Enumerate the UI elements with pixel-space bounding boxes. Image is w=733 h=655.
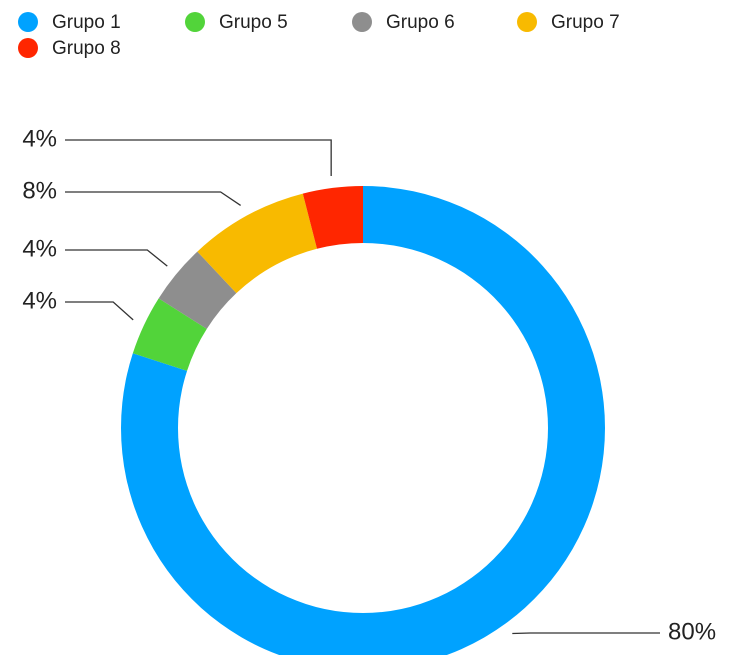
legend-label: Grupo 5: [219, 12, 288, 33]
donut-slice: [158, 251, 237, 329]
leader-line: [65, 191, 241, 206]
leader-line: [65, 139, 332, 177]
donut-slice: [132, 298, 207, 371]
legend-label: Grupo 7: [551, 12, 620, 33]
legend-label: Grupo 8: [52, 38, 121, 59]
legend-swatch: [185, 12, 205, 32]
legend-label: Grupo 1: [52, 12, 121, 33]
data-label: 80%: [668, 618, 716, 645]
legend-swatch: [18, 38, 38, 58]
legend-label: Grupo 6: [386, 12, 455, 33]
data-label: 4%: [22, 235, 57, 262]
leader-line: [65, 301, 134, 321]
leader-line: [65, 249, 168, 267]
legend-swatch: [517, 12, 537, 32]
donut-slice: [197, 193, 317, 294]
donut-slice: [302, 186, 363, 249]
legend-swatch: [352, 12, 372, 32]
data-label: 4%: [22, 287, 57, 314]
data-label: 8%: [22, 177, 57, 204]
legend-swatch: [18, 12, 38, 32]
data-label: 4%: [22, 125, 57, 152]
